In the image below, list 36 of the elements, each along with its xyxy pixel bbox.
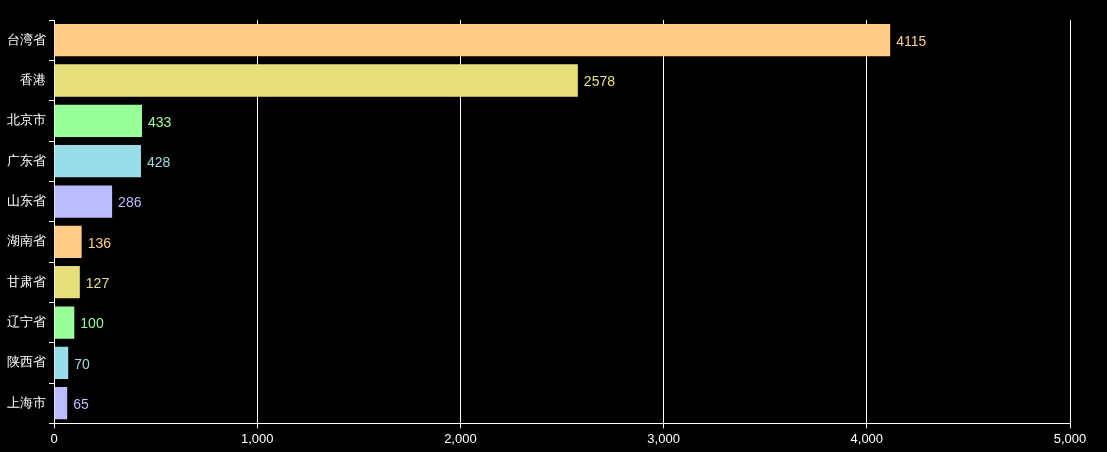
- bar: [54, 64, 578, 97]
- data-label: 127: [85, 275, 110, 292]
- y-tick-label: 广东省: [7, 152, 46, 168]
- x-tick-label: 0: [50, 430, 58, 446]
- data-label: 428: [146, 154, 171, 171]
- bar: [54, 185, 113, 218]
- bar: [54, 266, 80, 299]
- data-label: 4115: [896, 33, 927, 50]
- bar: [54, 145, 141, 178]
- bar: [54, 225, 82, 259]
- data-label: 65: [73, 396, 89, 413]
- y-tick-label: 台湾省: [7, 31, 46, 47]
- bar: [54, 24, 891, 57]
- x-tick-label: 4,000: [850, 430, 884, 446]
- y-tick-label: 上海市: [7, 394, 46, 410]
- data-label: 433: [147, 113, 172, 130]
- data-label: 136: [87, 234, 112, 251]
- y-tick-label: 湖南省: [7, 233, 46, 249]
- data-label: 2578: [583, 73, 616, 90]
- data-label: 286: [118, 194, 142, 211]
- bar: [54, 346, 69, 380]
- y-tick-label: 山东省: [7, 193, 46, 209]
- bar: [54, 104, 142, 137]
- data-label: 100: [80, 315, 104, 332]
- bar: [54, 387, 68, 420]
- x-tick-label: 2,000: [444, 430, 477, 446]
- x-tick-label: 1,000: [240, 430, 274, 446]
- y-tick-label: 甘肃省: [7, 273, 46, 289]
- y-tick-label: 北京市: [7, 112, 46, 128]
- x-tick-label: 5,000: [1053, 430, 1087, 446]
- y-tick-label: 香港: [20, 72, 46, 88]
- y-tick-label: 陕西省: [7, 354, 46, 370]
- bar: [54, 306, 75, 339]
- y-tick-label: 辽宁省: [7, 314, 46, 330]
- data-label: 70: [74, 355, 91, 372]
- x-tick-label: 3,000: [647, 430, 680, 446]
